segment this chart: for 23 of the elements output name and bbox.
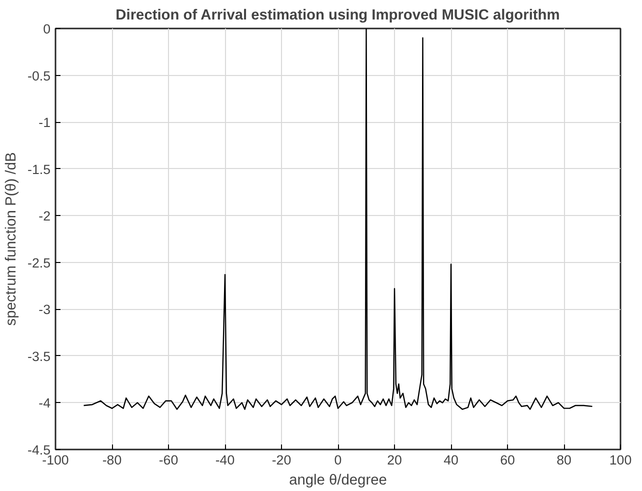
x-tick-label: -80 [102,452,122,468]
y-tick-label: -2 [38,208,51,224]
y-tick-label: -1.5 [28,162,50,177]
y-tick-label: -2.5 [28,255,50,270]
x-axis-title: angle θ/degree [289,472,387,488]
x-tick-label: 20 [387,452,402,468]
x-tick-label: 0 [334,452,342,468]
line-series [83,28,593,410]
x-tick-label: -20 [272,452,292,468]
x-tick-label: -60 [158,452,178,468]
chart-title: Direction of Arrival estimation using Improved MUSIC algorithm [116,8,560,24]
y-tick-label: -3.5 [28,348,50,364]
x-tick-label: 80 [556,452,572,468]
x-tick-label: 60 [500,452,515,468]
y-tick-label: -1 [38,115,51,130]
y-tick-label: -4 [38,396,52,411]
x-tick-label: 100 [609,452,632,468]
y-tick-label: -0.5 [28,68,50,84]
y-tick-label: -3 [38,302,51,318]
y-tick-label: 0 [43,22,51,36]
x-tick-label: -40 [215,452,235,468]
y-axis-title: spectrum function P(θ) /dB [4,152,20,326]
x-tick-label: 40 [444,452,458,468]
